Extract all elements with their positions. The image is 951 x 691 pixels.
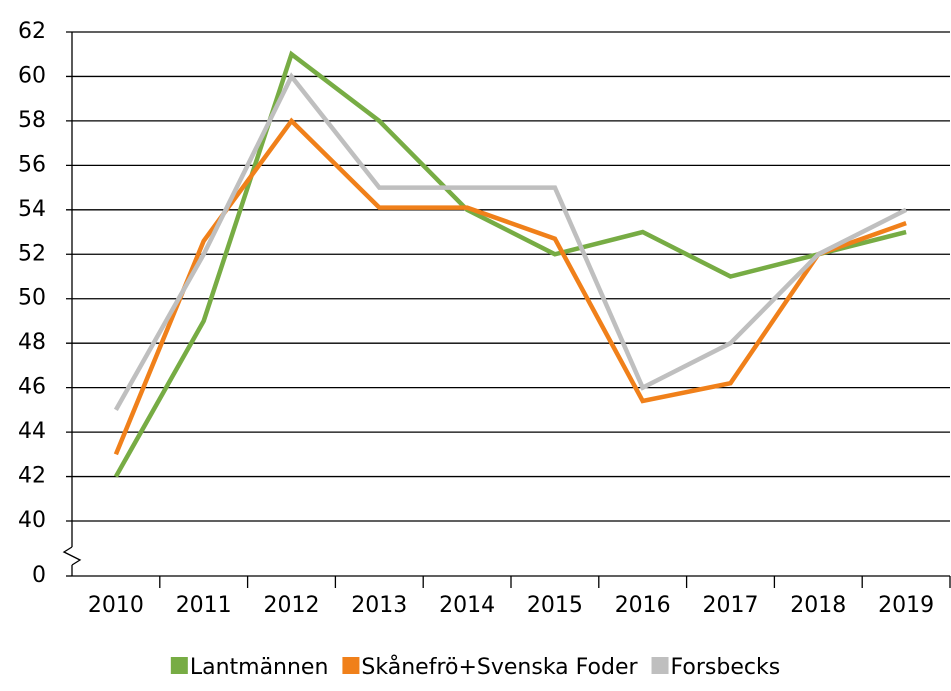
y-tick-label: 42 (18, 464, 46, 489)
y-tick-label: 44 (18, 419, 46, 444)
line-series (113, 72, 908, 411)
legend-label: Lantmännen (190, 655, 329, 680)
y-tick-label: 56 (18, 152, 46, 177)
line-series (113, 117, 907, 456)
y-tick-label: 54 (18, 197, 46, 222)
x-tick-label: 2014 (439, 593, 495, 618)
line-series (113, 50, 907, 478)
x-tick-label: 2013 (351, 593, 407, 618)
y-tick-label: 58 (18, 108, 46, 133)
x-tick-label: 2016 (615, 593, 671, 618)
x-tick-label: 2017 (703, 593, 759, 618)
x-tick-label: 2019 (878, 593, 934, 618)
legend-swatch (170, 657, 188, 674)
x-tick-label: 2018 (790, 593, 846, 618)
x-tick-label: 2011 (176, 593, 232, 618)
x-tick-label: 2010 (88, 593, 144, 618)
y-tick-label: 40 (18, 508, 46, 533)
y-tick-label: 0 (32, 563, 46, 588)
y-tick-label: 62 (18, 19, 46, 44)
legend-swatch (651, 657, 669, 674)
x-tick-label: 2012 (264, 593, 320, 618)
legend: Lantmännen Skånefrö+Svenska Foder Forsbeck… (170, 654, 781, 680)
y-tick-label: 48 (18, 330, 46, 355)
y-tick-label: 50 (18, 286, 46, 311)
y-tick-label: 46 (18, 375, 46, 400)
axis-break (62, 546, 82, 566)
x-tick-label: 2015 (527, 593, 583, 618)
y-tick-label: 60 (18, 63, 46, 88)
y-tick-label: 52 (18, 241, 46, 266)
legend-label: Skånefrö+Svenska Foder (361, 654, 638, 680)
legend-swatch (342, 657, 360, 674)
legend-label: Forsbecks (671, 655, 781, 680)
